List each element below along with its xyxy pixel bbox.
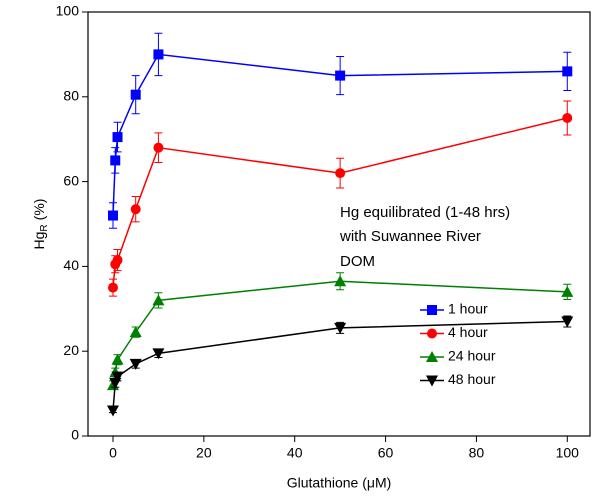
legend-label: 1 hour [448,301,488,317]
legend-label: 24 hour [448,348,496,364]
marker [130,89,141,100]
marker [129,326,142,338]
x-tick-label: 0 [109,445,117,461]
marker [562,66,573,77]
legend-marker [427,305,437,315]
marker [110,155,121,166]
y-tick-label: 100 [56,3,80,19]
legend-label: 4 hour [448,324,488,340]
annotation: with Suwannee River [339,228,481,245]
y-label-unit: (%) [31,199,47,221]
plot-frame [87,11,591,437]
x-tick-label: 20 [196,445,212,461]
x-tick-label: 100 [556,445,580,461]
marker [152,348,165,360]
marker [335,168,346,179]
marker [107,210,118,221]
y-tick-label: 80 [63,88,79,104]
x-tick-label: 60 [378,445,394,461]
y-tick-label: 0 [71,427,79,443]
y-label-sub: R [39,224,50,231]
annotation: Hg equilibrated (1-48 hrs) [340,204,510,221]
x-axis-label: Glutathione (μM) [287,475,392,491]
marker [562,113,573,123]
marker [334,322,347,334]
annotation: DOM [340,253,375,270]
legend-label: 48 hour [448,371,496,387]
marker [111,371,124,383]
legend-marker [427,328,437,339]
marker [334,275,347,287]
marker [335,70,346,81]
y-axis-label: HgR (%) [31,199,50,250]
y-tick-label: 20 [63,342,79,358]
marker [111,353,124,365]
marker [106,405,119,417]
y-label-main: Hg [31,232,47,250]
marker [152,294,165,306]
series-line [112,320,568,411]
marker [561,316,574,328]
marker [153,142,164,153]
x-tick-label: 40 [287,445,303,461]
marker [129,358,142,370]
marker [130,204,141,215]
y-tick-label: 60 [63,172,79,188]
marker [153,49,164,60]
marker [107,282,118,293]
x-tick-label: 80 [469,445,485,461]
marker [112,255,123,266]
marker [561,285,574,297]
marker [112,132,123,143]
y-tick-label: 40 [63,257,79,273]
legend-marker [426,375,438,387]
legend-marker [426,351,438,362]
